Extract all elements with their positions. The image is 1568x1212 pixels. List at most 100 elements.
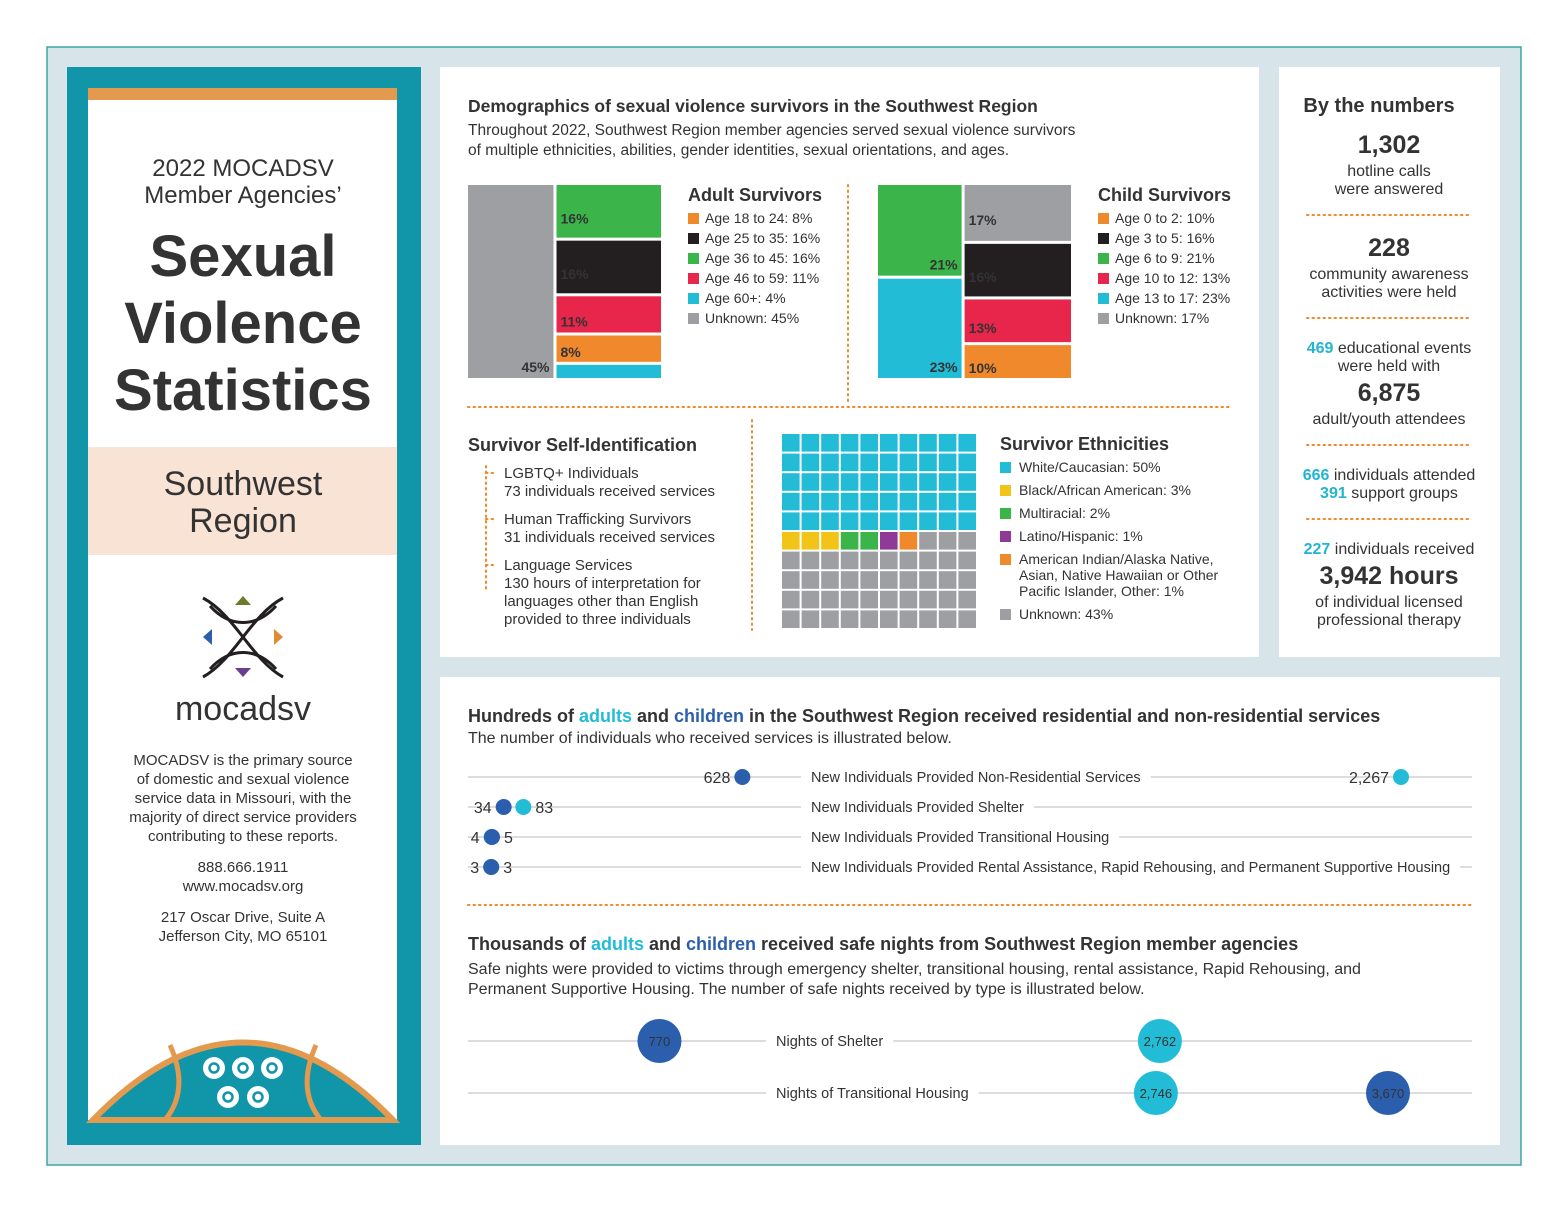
social-icon-glyph bbox=[252, 1091, 264, 1103]
title: Violence bbox=[124, 291, 362, 356]
number-text: individuals received bbox=[1330, 541, 1474, 558]
section-subtitle: of multiple ethnicities, abilities, gend… bbox=[468, 142, 1009, 159]
series-name: adults bbox=[591, 934, 644, 954]
number-line: 391 support groups bbox=[1320, 485, 1458, 502]
social-icon[interactable] bbox=[261, 1057, 283, 1079]
number-text: educational events bbox=[1333, 340, 1471, 357]
number-text: activities were held bbox=[1321, 284, 1456, 301]
legend-swatch bbox=[688, 213, 699, 224]
waffle-cell bbox=[860, 512, 878, 530]
waffle-cell bbox=[880, 492, 898, 511]
legend-label: Unknown: 43% bbox=[1019, 606, 1113, 622]
waffle-cell bbox=[899, 532, 918, 550]
mosaic-cell bbox=[556, 185, 661, 238]
waffle-cell bbox=[880, 532, 898, 550]
data-label: 5 bbox=[504, 830, 513, 847]
dot bbox=[515, 799, 532, 815]
waffle-cell bbox=[919, 512, 937, 530]
waffle-cell bbox=[860, 551, 878, 570]
logo-curve bbox=[208, 651, 278, 671]
figure: 6,875 bbox=[1358, 379, 1421, 407]
about: majority of direct service providers bbox=[129, 809, 357, 826]
waffle-cell bbox=[899, 590, 918, 609]
mosaic-cell bbox=[878, 185, 962, 276]
title-part: Hundreds of bbox=[468, 706, 579, 726]
waffle-cell bbox=[860, 434, 878, 452]
category-label: New Individuals Provided Rental Assistan… bbox=[811, 860, 1450, 876]
waffle-cell bbox=[938, 434, 957, 452]
waffle-cell bbox=[840, 610, 859, 628]
waffle-cell bbox=[899, 473, 918, 491]
social-icon[interactable] bbox=[203, 1057, 225, 1079]
waffle-cell bbox=[840, 492, 859, 511]
waffle-cell bbox=[880, 512, 898, 530]
title: Statistics bbox=[114, 358, 372, 423]
data-label: 3,670 bbox=[1372, 1086, 1405, 1101]
waffle-cell bbox=[782, 551, 800, 570]
waffle-cell bbox=[860, 610, 878, 628]
waffle-cell bbox=[782, 492, 800, 511]
waffle-cell bbox=[840, 571, 859, 589]
dot bbox=[484, 829, 501, 845]
social-icon[interactable] bbox=[217, 1086, 239, 1108]
waffle-cell bbox=[782, 473, 800, 491]
inline-figure: 469 bbox=[1307, 340, 1334, 357]
section-title: Thousands of adults and children receive… bbox=[468, 934, 1298, 954]
waffle-cell bbox=[801, 512, 820, 530]
legend-swatch bbox=[688, 313, 699, 324]
logo-curve bbox=[208, 604, 278, 624]
social-icon[interactable] bbox=[247, 1086, 269, 1108]
waffle-cell bbox=[782, 434, 800, 452]
waffle-cell bbox=[782, 532, 800, 550]
legend-label: Age 13 to 17: 23% bbox=[1115, 290, 1230, 306]
social-icon[interactable] bbox=[232, 1057, 254, 1079]
legend-label: Black/African American: 3% bbox=[1019, 482, 1191, 498]
phone: 888.666.1911 bbox=[198, 859, 289, 876]
region: Region bbox=[189, 502, 297, 540]
waffle-cell bbox=[938, 532, 957, 550]
item-name: Human Trafficking Survivors bbox=[504, 511, 691, 528]
heading: 2022 MOCADSV bbox=[152, 155, 333, 182]
waffle-cell bbox=[938, 453, 957, 472]
label-backdrop bbox=[801, 828, 1120, 848]
mosaic-cell bbox=[964, 243, 1071, 297]
data-label: 628 bbox=[704, 770, 731, 787]
mosaic-cell bbox=[964, 299, 1071, 343]
data-label: 17% bbox=[969, 212, 998, 228]
category-label: New Individuals Provided Non-Residential… bbox=[811, 770, 1141, 786]
legend-swatch bbox=[688, 253, 699, 264]
waffle-cell bbox=[958, 434, 976, 452]
waffle-cell bbox=[821, 453, 839, 472]
data-label: 83 bbox=[535, 800, 553, 817]
waffle-cell bbox=[919, 551, 937, 570]
waffle-cell bbox=[958, 473, 976, 491]
mosaic-cell bbox=[556, 364, 661, 378]
legend-label: Age 6 to 9: 21% bbox=[1115, 250, 1215, 266]
item-name: Language Services bbox=[504, 557, 632, 574]
legend-label: White/Caucasian: 50% bbox=[1019, 459, 1161, 475]
legend-swatch bbox=[1000, 508, 1011, 519]
logo-chevron bbox=[235, 668, 251, 677]
series-name: adults bbox=[579, 706, 632, 726]
social-icon-glyph bbox=[208, 1062, 220, 1074]
logo-chevron bbox=[203, 629, 212, 645]
numbers-title: By the numbers bbox=[1303, 95, 1454, 117]
section-heading: Survivor Self-Identification bbox=[468, 435, 697, 455]
number-text: of individual licensed bbox=[1315, 594, 1463, 611]
waffle-cell bbox=[899, 610, 918, 628]
heading: Member Agencies’ bbox=[144, 182, 341, 209]
legend-title: Adult Survivors bbox=[688, 185, 822, 205]
waffle-cell bbox=[938, 473, 957, 491]
legend-swatch bbox=[1000, 531, 1011, 542]
section-subtitle: Permanent Supportive Housing. The number… bbox=[468, 981, 1145, 998]
legend-label: Age 10 to 12: 13% bbox=[1115, 270, 1230, 286]
waffle-cell bbox=[801, 571, 820, 589]
waffle-cell bbox=[919, 434, 937, 452]
waffle-cell bbox=[958, 551, 976, 570]
mosaic-cell bbox=[964, 185, 1071, 241]
bubble bbox=[1137, 1019, 1182, 1063]
waffle-cell bbox=[801, 532, 820, 550]
waffle-cell bbox=[860, 492, 878, 511]
waffle-cell bbox=[919, 571, 937, 589]
label-backdrop bbox=[801, 798, 1034, 818]
